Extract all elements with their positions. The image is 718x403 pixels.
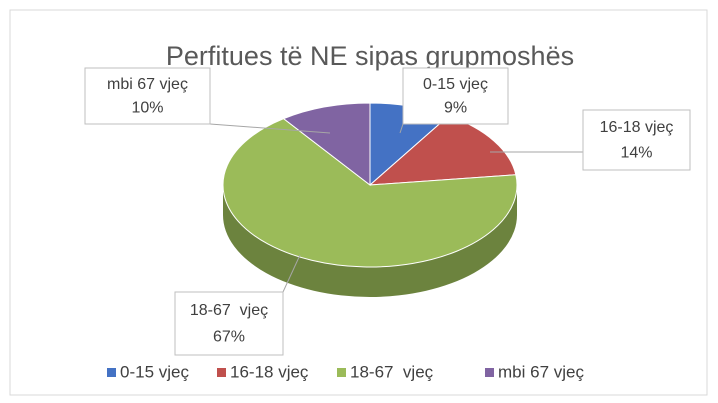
data-label: 14% <box>620 144 652 161</box>
callout-category: 18-67 vjeç <box>190 302 268 319</box>
callout-box <box>582 109 691 171</box>
pie-slice-side <box>223 185 517 297</box>
legend-swatch <box>107 368 116 377</box>
legend-label: 18-67 vjeç <box>350 362 434 381</box>
callout-box <box>84 67 211 125</box>
data-label: 10% <box>131 100 163 117</box>
callout-category: 0-15 vjeç <box>423 76 488 93</box>
pie-slice <box>222 118 518 268</box>
legend-swatch <box>337 368 346 377</box>
callout-box <box>402 67 509 125</box>
chart-title: Perfitues të NE sipas grupmoshës <box>166 41 574 71</box>
legend-label: mbi 67 vjeç <box>498 362 584 381</box>
callout-category: 16-18 vjeç <box>600 119 674 136</box>
leader-line <box>209 123 331 134</box>
legend-swatch <box>217 368 226 377</box>
data-label: 67% <box>213 329 245 346</box>
pie-tops <box>222 102 518 268</box>
callout-category: mbi 67 vjeç <box>107 76 188 93</box>
leader-line <box>399 123 404 134</box>
pie-slice <box>282 102 371 187</box>
pie-sides <box>223 185 517 297</box>
leader-line <box>282 254 301 293</box>
callout-box <box>174 291 284 356</box>
data-label: 9% <box>444 100 467 117</box>
legend-label: 16-18 vjeç <box>230 362 309 381</box>
legend-label: 0-15 vjeç <box>120 362 189 381</box>
legend-swatch <box>485 368 494 377</box>
